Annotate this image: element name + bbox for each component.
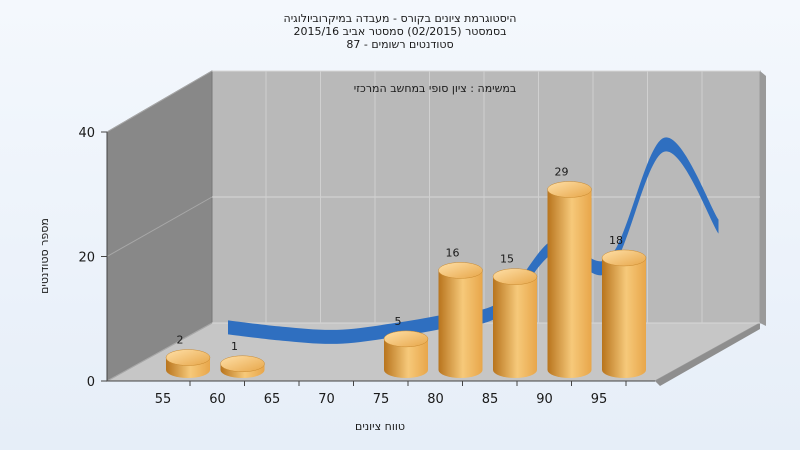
curve-ribbon	[228, 137, 719, 344]
chart-title-line-3: סטודנטים רשומים - 87	[346, 38, 453, 51]
bar-cap-85	[492, 268, 538, 285]
x-tick-label-4: 75	[373, 392, 390, 407]
bar-body-75	[384, 338, 428, 378]
chart-title-line-1: היסטוגרמת ציונים בקורס - מעבדה במיקרוביו…	[284, 12, 517, 25]
data-label-75: 5	[395, 315, 402, 328]
chart-subtitle: במשימה : ציון סופי במחשב המרכזי	[354, 82, 517, 95]
data-label-95: 18	[609, 234, 623, 247]
y-tick-label-1: 20	[78, 251, 95, 266]
y-axis-label: מספר סטודנטים	[38, 218, 51, 294]
x-tick-label-3: 70	[318, 392, 335, 407]
bar-55	[165, 349, 211, 378]
back-wall-shadow	[760, 71, 766, 326]
bar-cap-55	[165, 349, 211, 366]
x-axis-ticks: 55 60 65 70 75 80 85 90 95	[155, 381, 627, 407]
bar-body-85	[493, 276, 537, 378]
bar-cap-90	[547, 181, 592, 198]
data-label-55: 2	[177, 334, 184, 347]
x-tick-label-6: 85	[482, 392, 499, 407]
gridlines	[106, 70, 760, 382]
chart-title-line-2: בסמסטר (02/2015) סמסטר אביב 2015/16	[293, 25, 506, 38]
x-tick-label-0: 55	[155, 392, 172, 407]
gridline-side-2	[106, 70, 213, 133]
x-tick-label-8: 95	[591, 392, 608, 407]
y-axis-ticks: 0 20 40	[78, 126, 107, 390]
bar-cap-80	[438, 262, 483, 279]
data-label-85: 15	[500, 253, 514, 266]
gridline-side-0	[106, 322, 213, 382]
distribution-curve	[228, 137, 719, 344]
data-label-90: 29	[555, 165, 569, 178]
x-tick-label-2: 65	[264, 392, 281, 407]
data-label-60: 1	[231, 340, 238, 353]
floor-shadow	[655, 323, 760, 386]
x-tick-label-1: 60	[209, 392, 226, 407]
gridline-side-1	[106, 196, 213, 257]
bar-body-90	[547, 189, 592, 378]
x-tick-label-7: 90	[536, 392, 553, 407]
y-tick-label-2: 40	[78, 126, 95, 141]
bar-75	[383, 330, 429, 378]
bar-95	[601, 249, 647, 378]
bar-body-80	[438, 270, 483, 378]
x-tick-label-5: 80	[427, 392, 444, 407]
bar-80	[438, 262, 483, 378]
bar-cap-60	[220, 355, 265, 373]
bar-60	[220, 355, 265, 378]
bar-body-95	[602, 257, 646, 378]
bar-cap-95	[601, 249, 647, 267]
bar-85	[492, 268, 538, 378]
bars	[165, 181, 647, 378]
x-axis-label: טווח ציונים	[355, 420, 405, 433]
data-label-80: 16	[446, 246, 460, 259]
y-tick-label-0: 0	[87, 375, 95, 390]
bar-90	[547, 181, 592, 378]
bar-cap-75	[383, 330, 429, 348]
